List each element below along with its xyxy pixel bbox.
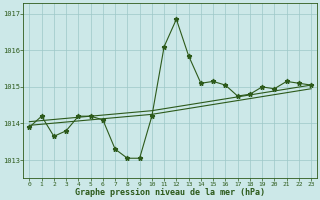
X-axis label: Graphe pression niveau de la mer (hPa): Graphe pression niveau de la mer (hPa) (75, 188, 265, 197)
